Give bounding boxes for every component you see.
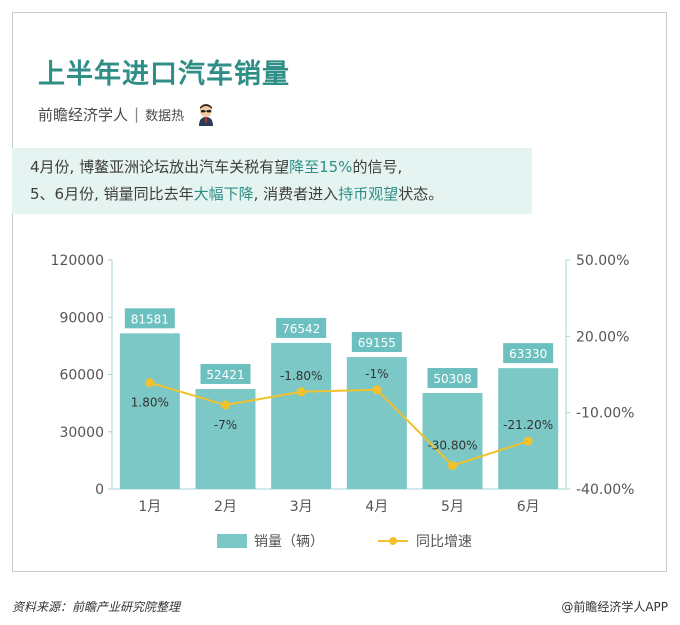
line-growth <box>149 381 529 467</box>
author-name: 前瞻经济学人 <box>38 105 129 124</box>
author-avatar-icon <box>199 104 214 126</box>
intro-line-2: 5、6月份, 销量同比去年大幅下降, 消费者进入持币观望状态。 <box>30 181 532 208</box>
line-value-label: -30.80% <box>427 439 477 453</box>
y-left-tick-label: 90000 <box>59 310 104 326</box>
bar-label-box <box>427 367 478 388</box>
legend-label-growth: 同比增速 <box>416 534 472 550</box>
bar-label-box <box>503 343 554 364</box>
line-point <box>221 400 230 410</box>
intro-line-1: 4月份, 博鳌亚洲论坛放出汽车关税有望降至15%的信号, <box>30 154 532 181</box>
source-note: 资料来源：前瞻产业研究院整理 <box>12 600 181 614</box>
line-point <box>145 378 155 388</box>
bar-sales <box>498 368 559 489</box>
line-point <box>448 461 457 471</box>
y-left-tick-label: 30000 <box>59 425 104 441</box>
line-point <box>523 436 533 446</box>
bar-sales <box>346 357 407 489</box>
x-tick-label: 5月 <box>441 499 464 515</box>
x-tick-label: 6月 <box>517 499 540 515</box>
line-value-label: -7% <box>214 418 237 432</box>
y-left-tick-label: 60000 <box>59 368 104 384</box>
line-value-label: -1.80% <box>280 369 322 383</box>
bar-label-box <box>124 308 175 329</box>
bar-value-label: 50308 <box>433 372 471 386</box>
x-tick-label: 4月 <box>365 499 388 515</box>
bar-value-label: 52421 <box>206 368 244 382</box>
line-point <box>372 385 382 395</box>
y-right-tick-label: 50.00% <box>576 253 629 269</box>
line-value-label: -1% <box>365 367 388 381</box>
intro-text: 状态。 <box>398 185 444 203</box>
bar-value-label: 69155 <box>358 336 396 350</box>
bar-value-label: 81581 <box>131 312 169 326</box>
y-left-tick-label: 0 <box>95 482 104 498</box>
byline-separator: | <box>134 105 140 123</box>
legend-swatch-growth-dot <box>389 537 397 545</box>
y-right-tick-label: 20.00% <box>576 329 629 345</box>
page-title: 上半年进口汽车销量 <box>38 59 290 90</box>
line-value-label: 1.80% <box>131 396 169 410</box>
intro-text: 的信号, <box>352 158 403 176</box>
legend-swatch-sales <box>217 534 247 548</box>
intro-highlight: 降至15% <box>289 158 353 176</box>
bar-sales <box>271 342 332 489</box>
bar-label-box <box>351 332 402 353</box>
line-point <box>296 387 306 397</box>
bar-value-label: 76542 <box>282 322 320 336</box>
x-tick-label: 2月 <box>214 499 237 515</box>
x-tick-label: 3月 <box>290 499 313 515</box>
bar-label-box <box>276 317 327 338</box>
brand-note: @前瞻经济学人APP <box>561 600 668 614</box>
bar-sales <box>422 392 483 489</box>
bar-value-label: 63330 <box>509 347 547 361</box>
intro-box: 4月份, 博鳌亚洲论坛放出汽车关税有望降至15%的信号, 5、6月份, 销量同比… <box>12 148 532 214</box>
intro-text: , 消费者进入 <box>253 185 339 203</box>
y-left-tick-label: 120000 <box>51 253 104 269</box>
y-right-tick-label: -40.00% <box>576 482 634 498</box>
intro-highlight: 持币观望 <box>338 185 399 203</box>
x-tick-label: 1月 <box>138 499 161 515</box>
y-right-tick-label: -10.00% <box>576 406 634 422</box>
intro-text: 5、6月份, 销量同比去年 <box>30 185 194 203</box>
intro-highlight: 大幅下降 <box>193 185 254 203</box>
bar-sales <box>119 333 180 489</box>
intro-text: 4月份, 博鳌亚洲论坛放出汽车关税有望 <box>30 158 290 176</box>
legend-label-sales: 销量（辆） <box>254 534 324 550</box>
bar-label-box <box>200 363 251 384</box>
line-value-label: -21.20% <box>503 418 553 432</box>
byline-tag: 数据热 <box>145 108 185 124</box>
byline: 前瞻经济学人 | 数据热 <box>38 102 218 126</box>
